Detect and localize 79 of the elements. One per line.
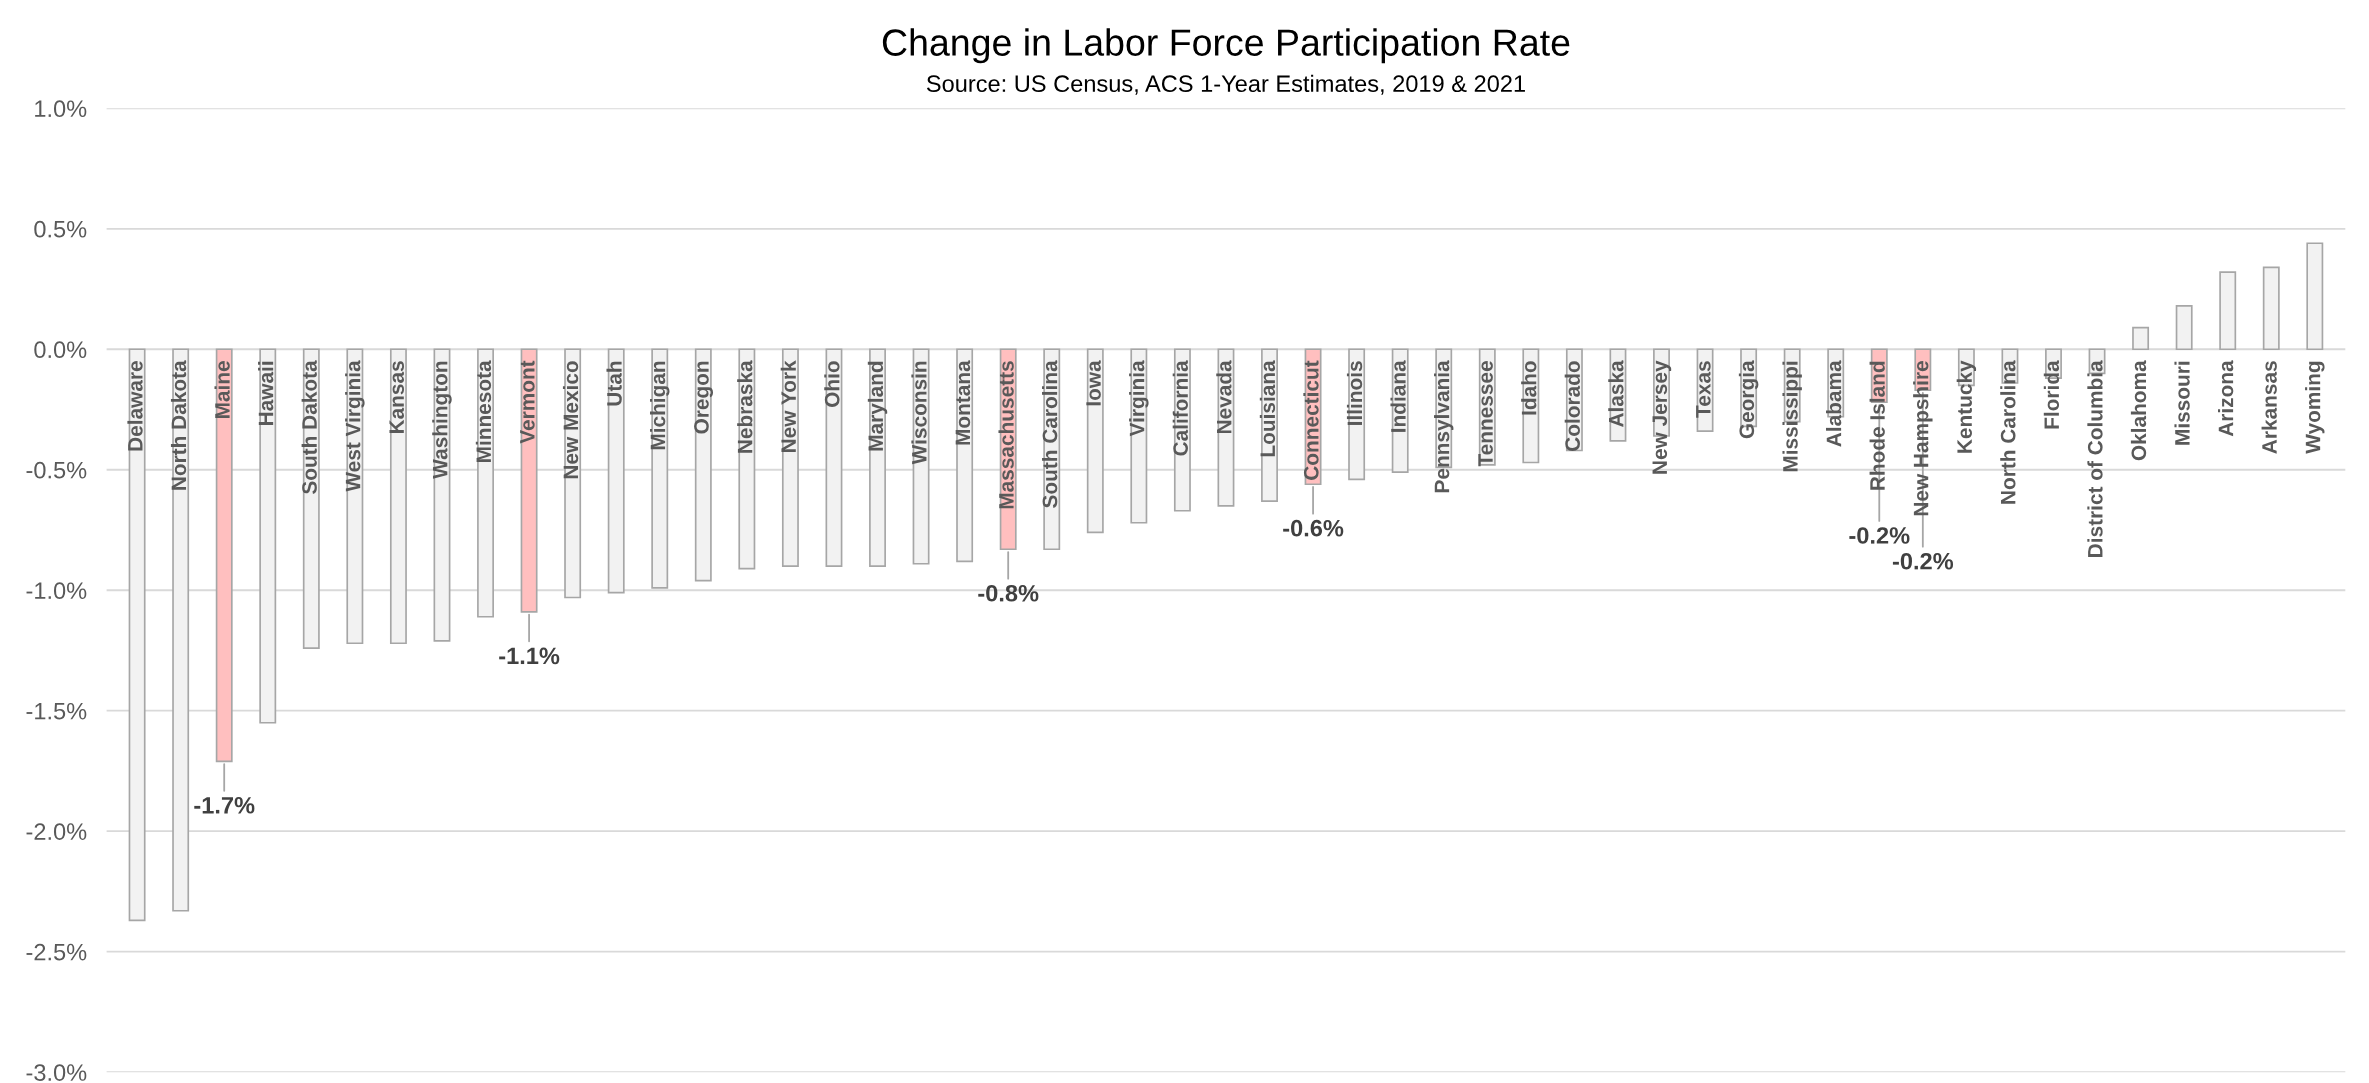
y-tick-label: -3.0% <box>26 1064 87 1081</box>
x-tick-label: Wisconsin <box>911 361 927 465</box>
x-tick-label: Washington <box>432 361 452 479</box>
bar <box>2262 266 2280 351</box>
bar <box>172 348 190 912</box>
x-tick-label: Arizona <box>2218 360 2234 437</box>
x-tick-label: Tennessee <box>1478 361 1493 467</box>
x-tick-label: Alaska <box>1608 360 1624 428</box>
x-tick-label: New Jersey <box>1652 360 1672 474</box>
x-tick-label: Kentucky <box>1956 360 1977 453</box>
x-tick-label: Texas <box>1696 361 1711 418</box>
x-tick-label: Wyoming <box>2305 361 2325 454</box>
y-tick-label: 1.0% <box>35 100 87 118</box>
y-tick-label: -1.0% <box>26 582 87 600</box>
data-label: -1.1% <box>499 647 560 665</box>
x-tick-label: Montana <box>955 360 971 445</box>
x-tick-label: Pennsylvania <box>1434 360 1454 493</box>
x-tick-label: Delaware <box>127 361 143 451</box>
x-tick-label: California <box>1172 360 1188 456</box>
chart-subtitle: Source: US Census, ACS 1-Year Estimates, 2019 & 2021 <box>926 74 1525 95</box>
x-tick-label: West Virginia <box>345 360 365 492</box>
x-tick-label: South Carolina <box>1042 360 1058 508</box>
data-label: -0.6% <box>1283 519 1344 537</box>
bar <box>2219 271 2237 351</box>
x-tick-label: New Hampshire <box>1913 361 1933 516</box>
x-tick-label: Nebraska <box>737 360 753 453</box>
x-tick-label: Vermont <box>520 360 535 444</box>
x-tick-label: Massachusetts <box>998 361 1014 509</box>
bar <box>128 348 146 922</box>
x-tick-label: South Dakota <box>301 360 317 495</box>
x-tick-label: Florida <box>2043 360 2060 429</box>
chart-title: Change in Labor Force Participation Rate <box>882 28 1570 64</box>
y-tick-label: -1.5% <box>26 702 87 720</box>
x-tick-label: Minnesota <box>475 360 492 462</box>
data-label: -1.7% <box>194 797 255 814</box>
x-tick-label: Louisiana <box>1259 360 1276 457</box>
x-tick-label: Idaho <box>1521 361 1537 415</box>
x-tick-label: New York <box>780 360 796 453</box>
x-tick-label: Maryland <box>867 361 888 451</box>
x-tick-label: Colorado <box>1564 361 1580 451</box>
x-tick-label: Iowa <box>1086 360 1101 406</box>
bar <box>389 348 407 645</box>
x-tick-label: Ohio <box>824 361 840 407</box>
y-tick-label: -0.5% <box>26 461 87 479</box>
x-tick-label: Virginia <box>1129 360 1149 437</box>
data-label: -0.8% <box>978 584 1039 602</box>
y-tick-label: -2.0% <box>26 823 87 840</box>
x-tick-label: Utah <box>606 361 622 406</box>
bar <box>259 348 277 724</box>
x-tick-label: Illinois <box>1346 361 1363 425</box>
x-tick-label: Hawaii <box>258 361 274 425</box>
x-tick-label: Kansas <box>389 361 405 434</box>
x-tick-label: Indiana <box>1390 360 1406 432</box>
y-tick-label: -2.5% <box>26 943 87 961</box>
y-tick-label: 0.5% <box>34 220 87 238</box>
x-tick-label: Georgia <box>1738 360 1759 439</box>
x-tick-label: North Carolina <box>2000 360 2016 504</box>
bar <box>2175 305 2193 351</box>
y-tick-label: 0.0% <box>34 341 87 359</box>
x-tick-label: Connecticut <box>1303 360 1319 480</box>
bar <box>2132 326 2150 351</box>
x-tick-label: New Mexico <box>562 361 579 479</box>
x-tick-label: Missouri <box>2174 361 2190 445</box>
data-label: -0.2% <box>1892 552 1954 570</box>
x-tick-label: Oregon <box>694 361 714 434</box>
data-label: -0.2% <box>1849 527 1910 544</box>
bar <box>607 348 625 594</box>
x-tick-label: Maine <box>214 361 230 419</box>
x-tick-label: Michigan <box>649 361 670 450</box>
x-tick-label: Nevada <box>1216 360 1232 434</box>
x-tick-label: District of Columbia <box>2087 360 2103 557</box>
x-tick-label: Oklahoma <box>2130 360 2147 461</box>
x-tick-label: Arkansas <box>2261 361 2277 454</box>
bar <box>2306 242 2324 351</box>
x-tick-label: Mississippi <box>1782 361 1802 472</box>
x-tick-label: Alabama <box>1826 360 1842 447</box>
bar <box>1086 348 1104 534</box>
x-tick-label: Rhode Island <box>1869 361 1885 490</box>
x-tick-label: North Dakota <box>170 360 187 490</box>
